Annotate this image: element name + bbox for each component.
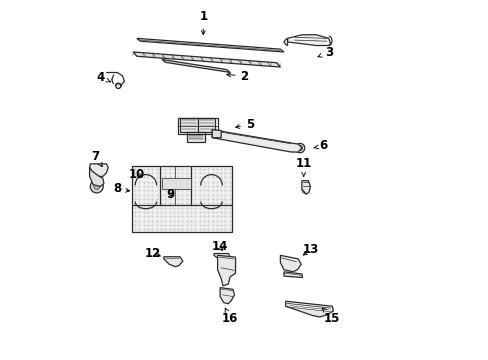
Polygon shape [198,118,215,132]
Circle shape [295,143,304,153]
Text: 9: 9 [166,188,175,201]
Polygon shape [162,178,190,189]
Polygon shape [212,130,301,152]
Text: 1: 1 [199,10,207,35]
Polygon shape [131,166,231,232]
Polygon shape [212,130,221,138]
Text: 7: 7 [91,150,102,167]
Polygon shape [287,35,330,45]
Polygon shape [137,39,284,52]
Polygon shape [163,257,183,267]
Text: 5: 5 [235,118,253,131]
Circle shape [116,84,121,89]
Polygon shape [133,52,280,67]
Text: 15: 15 [322,308,340,325]
Text: 2: 2 [226,69,248,82]
Polygon shape [89,167,104,186]
Polygon shape [180,118,197,132]
Text: 11: 11 [295,157,311,176]
Text: 14: 14 [211,240,227,253]
Polygon shape [284,39,287,45]
Circle shape [90,180,103,193]
Text: 10: 10 [128,168,145,181]
Circle shape [297,145,302,150]
Polygon shape [280,255,301,272]
Circle shape [301,186,308,194]
Text: 16: 16 [222,308,238,325]
Polygon shape [217,255,235,286]
Polygon shape [162,59,230,72]
Text: 3: 3 [317,46,332,59]
Polygon shape [214,253,230,261]
Polygon shape [220,288,234,304]
Circle shape [94,184,100,189]
Text: 8: 8 [113,183,129,195]
Polygon shape [187,132,204,142]
Polygon shape [284,272,302,278]
Text: 12: 12 [144,247,161,260]
Text: 13: 13 [302,243,318,256]
Polygon shape [285,301,333,317]
Text: 6: 6 [313,139,327,152]
Polygon shape [89,164,108,176]
Text: 4: 4 [97,71,110,84]
Polygon shape [301,181,310,194]
